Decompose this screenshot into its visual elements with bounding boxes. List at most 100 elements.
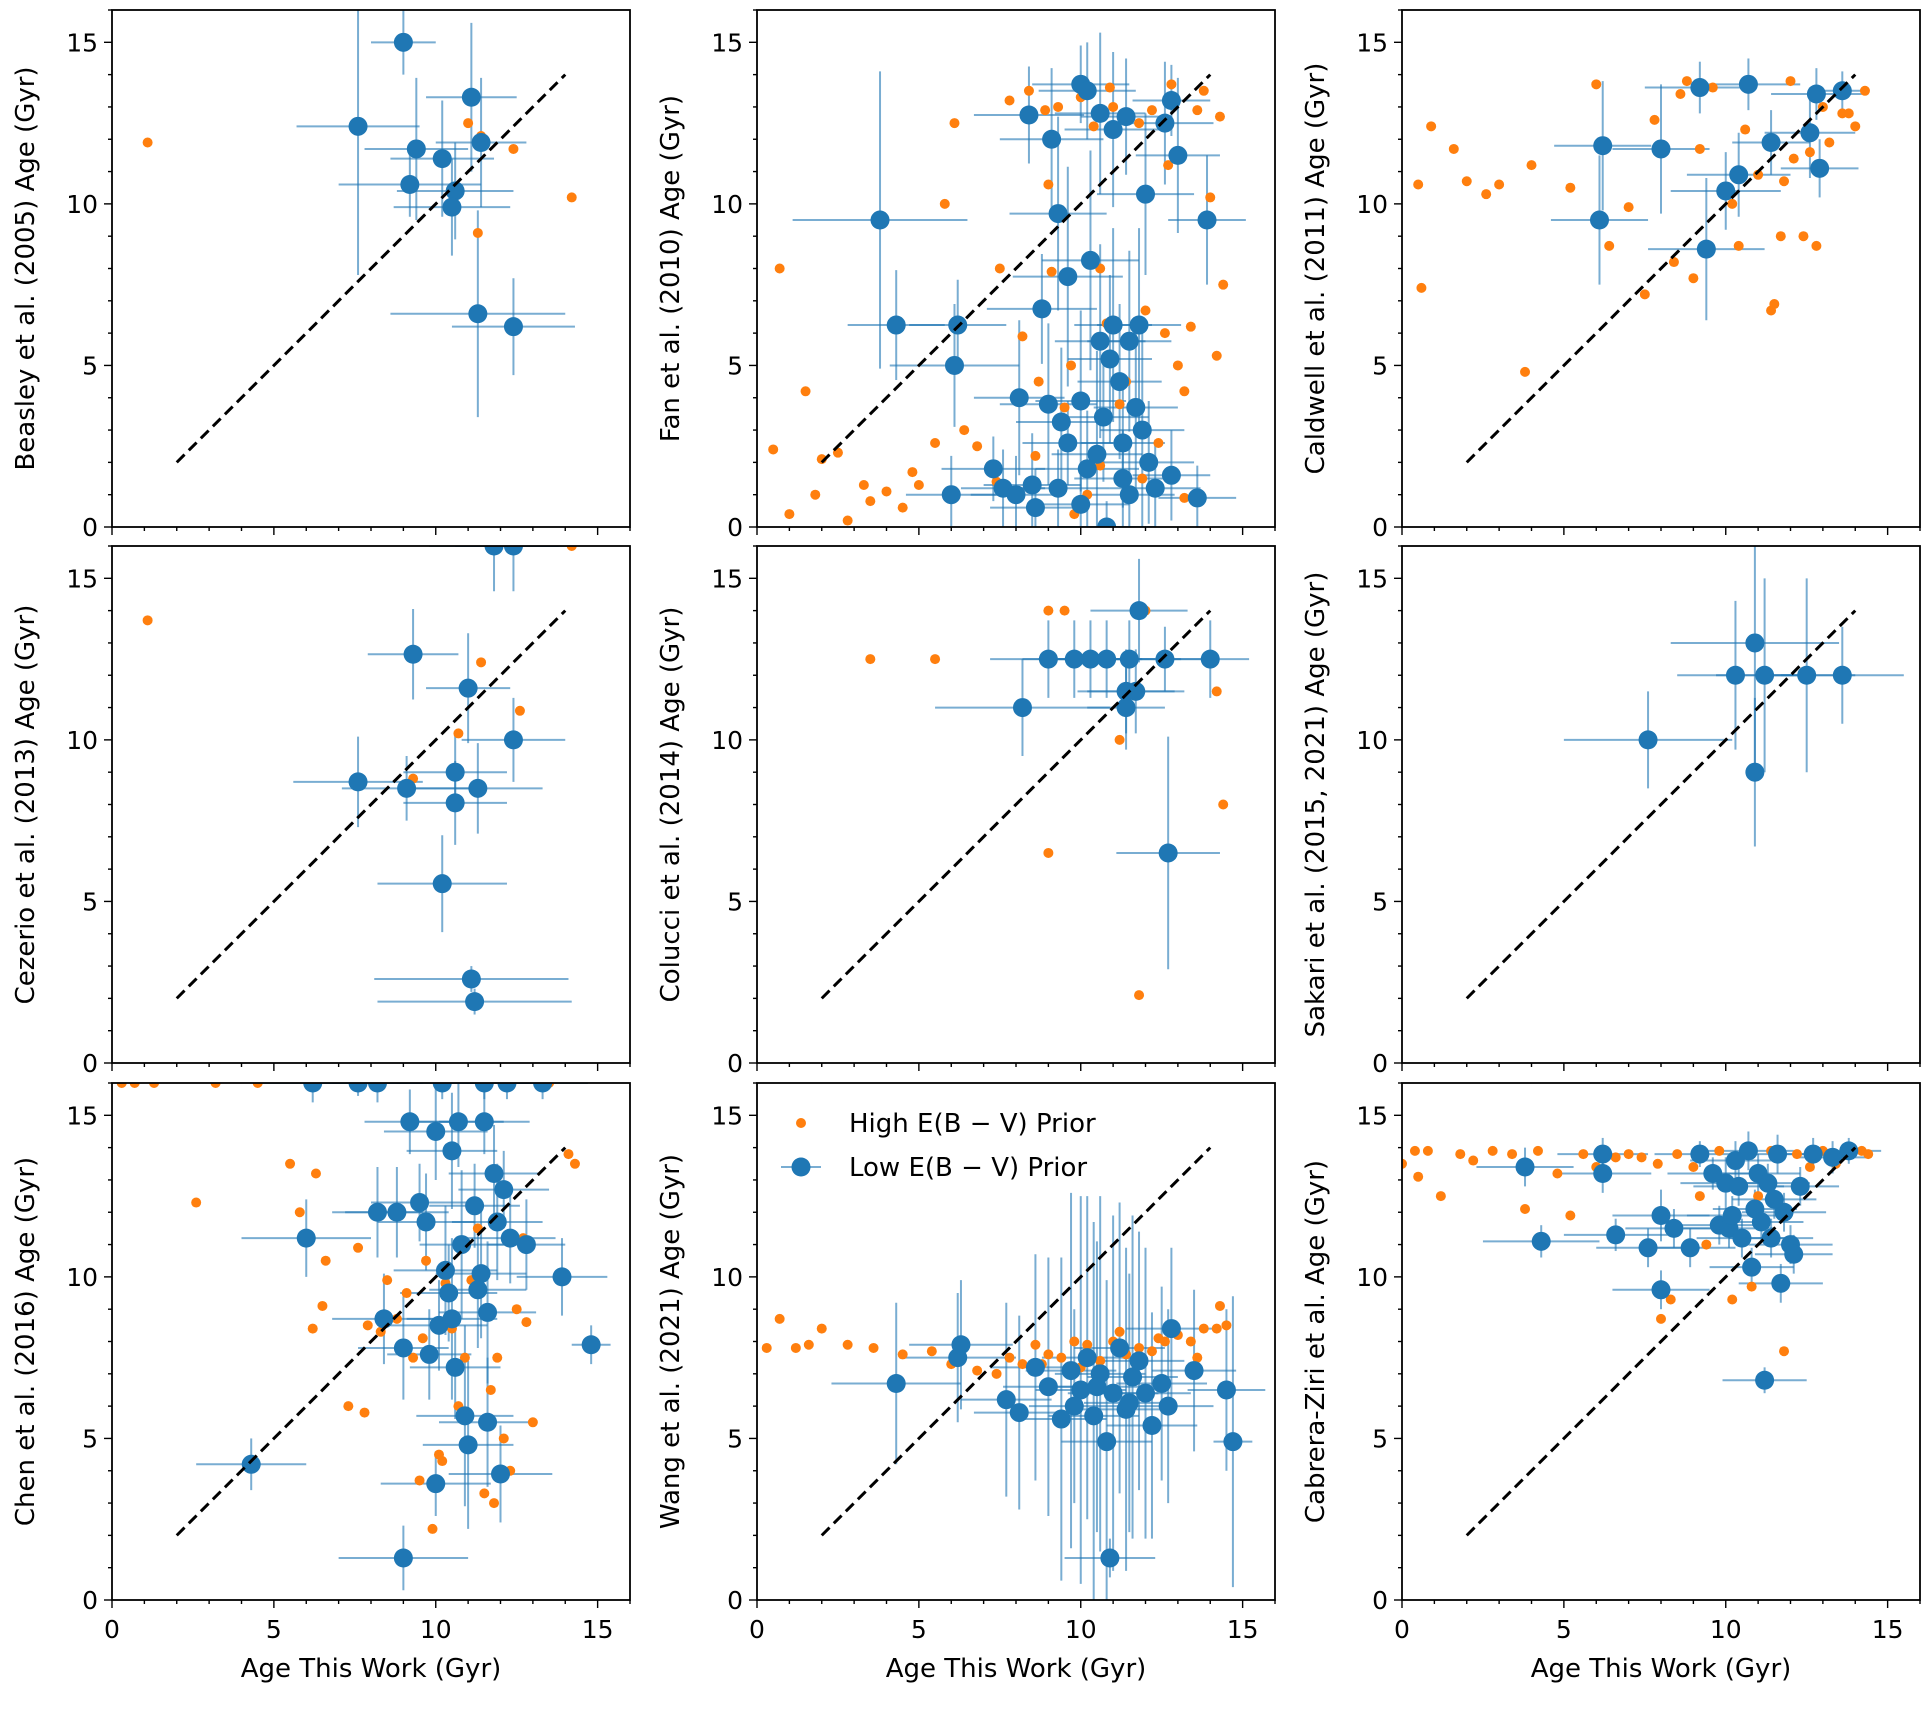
low-prior-point: [1119, 485, 1139, 505]
high-prior-point: [1435, 1191, 1446, 1202]
high-prior-point: [1153, 1333, 1164, 1344]
low-prior-point: [1058, 433, 1078, 453]
low-prior-point: [374, 1309, 394, 1329]
low-prior-point: [1161, 465, 1181, 485]
high-prior-point: [1137, 473, 1148, 484]
low-prior-point: [1216, 1380, 1236, 1400]
low-prior-point: [474, 1112, 494, 1132]
plot-area: [1413, 58, 1870, 464]
low-prior-point: [1113, 433, 1133, 453]
high-prior-point: [1681, 76, 1692, 87]
y-tick-label: 5: [727, 1424, 743, 1453]
plot-area: [1465, 546, 1904, 1000]
high-prior-point: [563, 1149, 574, 1160]
y-tick-label: 10: [66, 726, 98, 755]
one-to-one-line: [820, 1146, 1212, 1537]
high-prior-point: [1004, 1352, 1015, 1363]
high-prior-point: [1746, 1281, 1757, 1292]
low-prior-point: [487, 1212, 507, 1232]
panel-1: 0 5 10 15 Fan et al. (2010) Age (Gyr): [656, 9, 1276, 542]
high-prior-point: [463, 118, 474, 129]
high-prior-point: [1707, 82, 1718, 93]
low-prior-point: [471, 1264, 491, 1284]
y-tick-label: 5: [1372, 1424, 1388, 1453]
x-tick-label: 10: [420, 1615, 452, 1644]
low-prior-point: [503, 546, 523, 556]
y-tick-label: 5: [1372, 887, 1388, 916]
low-prior-point: [393, 1548, 413, 1568]
high-prior-point: [1059, 402, 1070, 413]
low-prior-point: [1703, 1163, 1723, 1183]
low-prior-point: [1758, 1173, 1778, 1193]
high-prior-point: [479, 1488, 490, 1499]
low-prior-point: [983, 459, 1003, 479]
low-prior-point: [1651, 139, 1671, 159]
low-prior-point: [403, 644, 423, 664]
high-prior-point: [408, 1352, 419, 1363]
high-prior-point: [803, 1339, 814, 1350]
y-tick-label: 10: [1356, 190, 1388, 219]
high-prior-point: [1422, 1145, 1433, 1156]
high-prior-point: [1639, 289, 1650, 300]
high-prior-point: [566, 192, 577, 203]
high-prior-point: [1043, 1349, 1054, 1360]
high-prior-point: [1166, 79, 1177, 90]
y-axis-label: Colucci et al. (2014) Age (Gyr): [656, 607, 686, 1003]
high-prior-point: [1740, 124, 1751, 135]
low-prior-point: [400, 1112, 420, 1132]
low-prior-point: [484, 1163, 504, 1183]
y-tick-label: 10: [711, 726, 743, 755]
low-prior-point: [1745, 633, 1765, 653]
low-prior-point: [497, 1083, 517, 1093]
high-prior-point: [816, 1323, 827, 1334]
plot-area: [761, 1146, 1266, 1600]
high-prior-point: [1604, 240, 1615, 251]
high-prior-point: [1843, 108, 1854, 119]
low-prior-point: [1090, 103, 1110, 123]
high-prior-point: [569, 1158, 580, 1169]
high-prior-point: [1172, 360, 1183, 371]
high-prior-point: [1753, 1191, 1764, 1202]
y-axis-label: Chen et al. (2016) Age (Gyr): [11, 1157, 41, 1526]
low-prior-point: [1123, 1367, 1143, 1387]
low-prior-point: [442, 1141, 462, 1161]
low-prior-point: [1129, 315, 1149, 335]
high-prior-point: [317, 1300, 328, 1311]
high-prior-point: [972, 441, 983, 452]
low-prior-point: [996, 1390, 1016, 1410]
x-tick-label: 5: [1556, 1615, 1572, 1644]
one-to-one-line: [820, 609, 1212, 1000]
low-prior-point: [1061, 1361, 1081, 1381]
low-prior-point: [1103, 315, 1123, 335]
low-prior-point: [886, 1374, 906, 1394]
low-prior-point: [1716, 181, 1736, 201]
low-prior-point: [1019, 105, 1039, 125]
high-prior-point: [1108, 101, 1119, 112]
y-tick-label: 0: [1372, 513, 1388, 542]
low-prior-point: [1823, 1147, 1843, 1167]
low-prior-point: [1119, 331, 1139, 351]
low-prior-point: [1032, 299, 1052, 319]
y-tick-label: 0: [82, 1586, 98, 1615]
y-tick-label: 15: [66, 564, 98, 593]
low-prior-point: [432, 874, 452, 894]
panel-4: 0 5 10 15 Colucci et al. (2014) Age (Gyr): [656, 545, 1276, 1078]
low-prior-point: [1087, 1377, 1107, 1397]
y-tick-label: 15: [1356, 28, 1388, 57]
low-prior-point: [1515, 1157, 1535, 1177]
high-prior-point: [252, 1083, 263, 1088]
low-prior-point: [348, 772, 368, 792]
high-prior-point: [1185, 321, 1196, 332]
low-prior-point: [1116, 107, 1136, 127]
high-prior-point: [511, 1304, 522, 1315]
high-prior-point: [1526, 160, 1537, 171]
high-prior-point: [1623, 202, 1634, 213]
high-prior-point: [527, 1417, 538, 1428]
x-tick-label: 0: [104, 1615, 120, 1644]
low-prior-point: [445, 1357, 465, 1377]
plot-area: [142, 10, 577, 464]
low-prior-point: [439, 1283, 459, 1303]
high-prior-point: [1481, 189, 1492, 200]
high-prior-point: [1218, 279, 1229, 290]
high-prior-point: [521, 1317, 532, 1328]
